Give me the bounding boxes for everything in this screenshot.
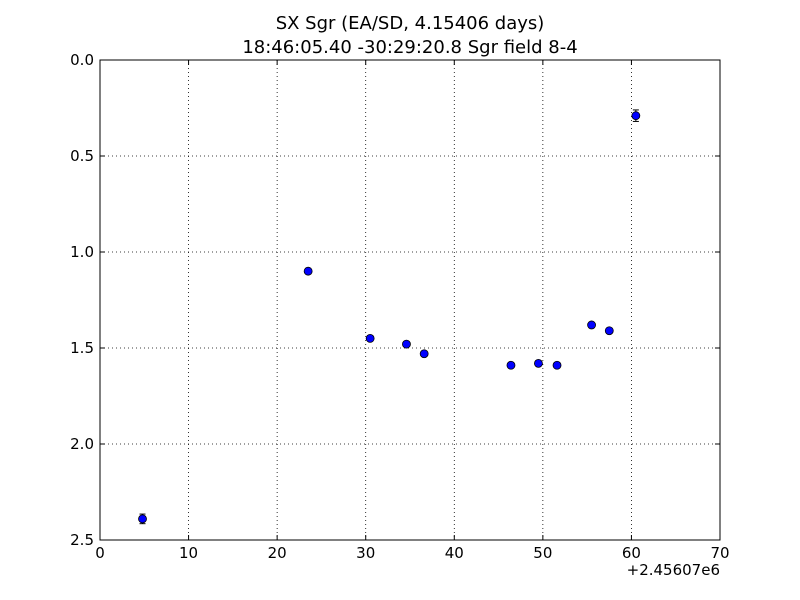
x-tick-label: 0 (95, 544, 105, 562)
point-marker (631, 111, 641, 121)
grid-lines (100, 60, 720, 540)
x-tick-label: 20 (268, 544, 287, 562)
x-tick-label: 40 (445, 544, 464, 562)
point-marker (534, 358, 543, 368)
point-marker (604, 326, 614, 336)
x-tick-label: 70 (710, 544, 729, 562)
data-point (365, 333, 375, 343)
point-marker (419, 349, 429, 359)
y-tick-label: 0.5 (70, 147, 94, 165)
x-tick-label: 50 (533, 544, 552, 562)
point-marker (587, 320, 596, 330)
y-tick-label: 2.0 (70, 435, 94, 453)
y-tick-label: 1.5 (70, 339, 94, 357)
data-point (604, 326, 614, 336)
data-point (402, 339, 411, 349)
data-point (506, 360, 516, 370)
tick-labels: 0 10 20 30 40 50 60 70 0.0 0.5 1.0 1.5 2.0 2.5 (70, 51, 729, 562)
data-point (303, 266, 313, 276)
chart-title-line2: 18:46:05.40 -30:29:20.8 Sgr field 8-4 (242, 37, 577, 58)
data-points (138, 109, 641, 525)
x-tick-label: 60 (622, 544, 641, 562)
y-tick-label: 1.0 (70, 243, 94, 261)
y-tick-label: 0.0 (70, 51, 94, 69)
y-tick-label: 2.5 (70, 531, 94, 549)
x-tick-label: 30 (356, 544, 375, 562)
point-marker (402, 339, 411, 349)
x-axis-offset-label: +2.45607e6 (627, 561, 720, 579)
point-marker (552, 360, 562, 370)
plot-frame (99, 59, 721, 541)
data-point (419, 349, 429, 359)
point-marker (138, 514, 147, 524)
point-marker (303, 266, 313, 276)
data-point (631, 109, 641, 122)
x-tick-label: 10 (179, 544, 198, 562)
chart-title-line1: SX Sgr (EA/SD, 4.15406 days) (276, 13, 545, 34)
point-marker (365, 333, 375, 343)
data-point (534, 358, 543, 368)
data-point (552, 360, 562, 370)
data-point (587, 320, 596, 330)
point-marker (506, 360, 516, 370)
data-point (138, 513, 147, 525)
